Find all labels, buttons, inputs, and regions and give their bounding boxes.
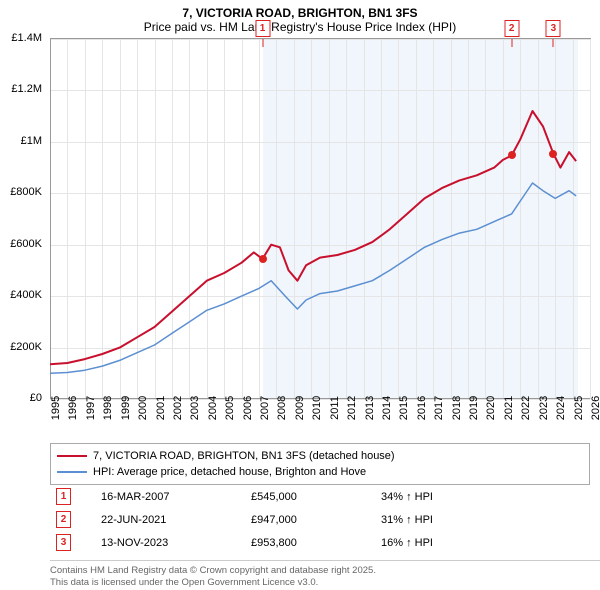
sale-row-marker: 1 — [56, 488, 71, 505]
legend-label: 7, VICTORIA ROAD, BRIGHTON, BN1 3FS (det… — [93, 448, 395, 464]
sale-row: 2 22-JUN-2021 £947,000 31% ↑ HPI — [50, 508, 590, 531]
x-axis-tick-label: 1996 — [67, 396, 79, 420]
y-axis-tick-label: £1.4M — [0, 32, 42, 44]
x-axis-tick-label: 2002 — [172, 396, 184, 420]
x-axis-tick-label: 2006 — [242, 396, 254, 420]
sale-date: 16-MAR-2007 — [101, 491, 221, 503]
x-axis-tick-label: 2012 — [346, 396, 358, 420]
y-axis-tick-label: £800K — [0, 186, 42, 198]
footer-attribution: Contains HM Land Registry data © Crown c… — [50, 560, 600, 590]
legend-swatch — [57, 471, 87, 473]
x-axis-tick-label: 1999 — [120, 396, 132, 420]
y-axis-tick-label: £0 — [0, 392, 42, 404]
x-axis-tick-label: 2025 — [573, 396, 585, 420]
legend-item: HPI: Average price, detached house, Brig… — [57, 464, 583, 480]
x-axis-tick-label: 2022 — [520, 396, 532, 420]
x-axis-tick-label: 2008 — [276, 396, 288, 420]
sale-date: 13-NOV-2023 — [101, 537, 221, 549]
footer-line-2: This data is licensed under the Open Gov… — [50, 577, 600, 589]
x-axis-tick-label: 2015 — [398, 396, 410, 420]
sale-marker-box: 3 — [546, 20, 561, 37]
sale-row-marker: 3 — [56, 534, 71, 551]
x-axis-tick-label: 2005 — [224, 396, 236, 420]
sale-price: £947,000 — [251, 514, 351, 526]
sale-row: 1 16-MAR-2007 £545,000 34% ↑ HPI — [50, 485, 590, 508]
sale-marker-dot — [259, 255, 267, 263]
chart-title: 7, VICTORIA ROAD, BRIGHTON, BN1 3FS — [0, 0, 600, 20]
y-axis-tick-label: £600K — [0, 238, 42, 250]
x-axis-tick-label: 1997 — [85, 396, 97, 420]
sale-hpi-diff: 34% ↑ HPI — [381, 491, 433, 503]
sale-price: £545,000 — [251, 491, 351, 503]
sale-marker-dot — [508, 151, 516, 159]
sale-date: 22-JUN-2021 — [101, 514, 221, 526]
x-axis-tick-label: 2021 — [503, 396, 515, 420]
legend-swatch — [57, 455, 87, 457]
x-axis-tick-label: 2014 — [381, 396, 393, 420]
plot-region: 123 — [50, 38, 591, 399]
sale-price: £953,800 — [251, 537, 351, 549]
x-axis-tick-label: 1995 — [50, 396, 62, 420]
y-axis-tick-label: £1.2M — [0, 83, 42, 95]
x-axis-tick-label: 1998 — [102, 396, 114, 420]
x-axis-tick-label: 2019 — [468, 396, 480, 420]
x-axis-tick-label: 2026 — [590, 396, 600, 420]
x-axis-tick-label: 2016 — [416, 396, 428, 420]
sale-hpi-diff: 31% ↑ HPI — [381, 514, 433, 526]
sale-row: 3 13-NOV-2023 £953,800 16% ↑ HPI — [50, 531, 590, 554]
series-line — [50, 183, 576, 373]
x-axis-tick-label: 2020 — [485, 396, 497, 420]
legend-label: HPI: Average price, detached house, Brig… — [93, 464, 366, 480]
x-axis-tick-label: 2023 — [538, 396, 550, 420]
chart-container: 7, VICTORIA ROAD, BRIGHTON, BN1 3FS Pric… — [0, 0, 600, 590]
y-axis-tick-label: £1M — [0, 135, 42, 147]
x-axis-tick-label: 2024 — [555, 396, 567, 420]
sales-table: 1 16-MAR-2007 £545,000 34% ↑ HPI 2 22-JUN-202… — [0, 485, 600, 554]
y-axis-tick-label: £200K — [0, 341, 42, 353]
sale-row-marker: 2 — [56, 511, 71, 528]
series-lines — [50, 39, 590, 399]
sale-marker-box: 2 — [504, 20, 519, 37]
legend-box: 7, VICTORIA ROAD, BRIGHTON, BN1 3FS (det… — [50, 443, 590, 485]
x-axis-tick-label: 2003 — [189, 396, 201, 420]
x-axis-tick-label: 2011 — [329, 396, 341, 420]
legend-item: 7, VICTORIA ROAD, BRIGHTON, BN1 3FS (det… — [57, 448, 583, 464]
x-axis-tick-label: 2001 — [155, 396, 167, 420]
footer-line-1: Contains HM Land Registry data © Crown c… — [50, 565, 600, 577]
y-axis-tick-label: £400K — [0, 289, 42, 301]
x-axis-tick-label: 2010 — [311, 396, 323, 420]
sale-marker-box: 1 — [255, 20, 270, 37]
x-axis-tick-label: 2017 — [433, 396, 445, 420]
x-axis-tick-label: 2013 — [364, 396, 376, 420]
sale-marker-dot — [549, 150, 557, 158]
x-axis-tick-label: 2007 — [259, 396, 271, 420]
chart-area: 123 £0£200K£400K£600K£800K£1M£1.2M£1.4M1… — [50, 38, 590, 398]
x-axis-tick-label: 2018 — [451, 396, 463, 420]
x-axis-tick-label: 2004 — [207, 396, 219, 420]
sale-hpi-diff: 16% ↑ HPI — [381, 537, 433, 549]
series-line — [50, 111, 576, 364]
x-axis-tick-label: 2009 — [294, 396, 306, 420]
x-axis-tick-label: 2000 — [137, 396, 149, 420]
